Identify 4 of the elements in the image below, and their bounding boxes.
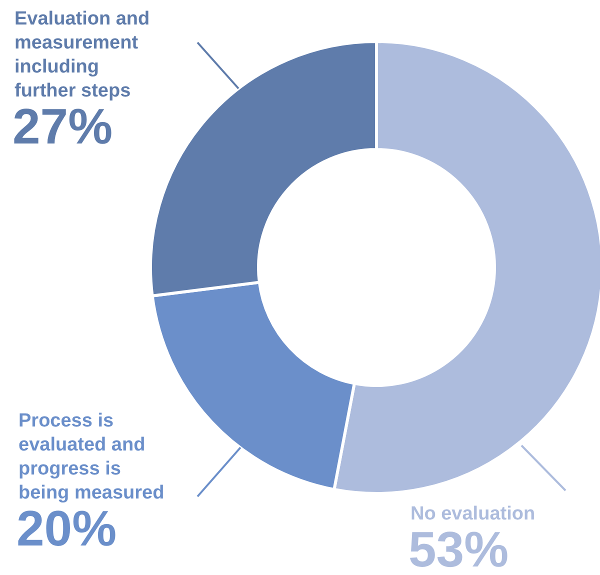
data-label: 53% [408,522,509,575]
legend-label: No evaluation [410,504,536,524]
slice-label: Evaluation and measurement including further steps [14,8,150,102]
slice-label: Process is evaluated and progress is being measured [18,410,164,504]
